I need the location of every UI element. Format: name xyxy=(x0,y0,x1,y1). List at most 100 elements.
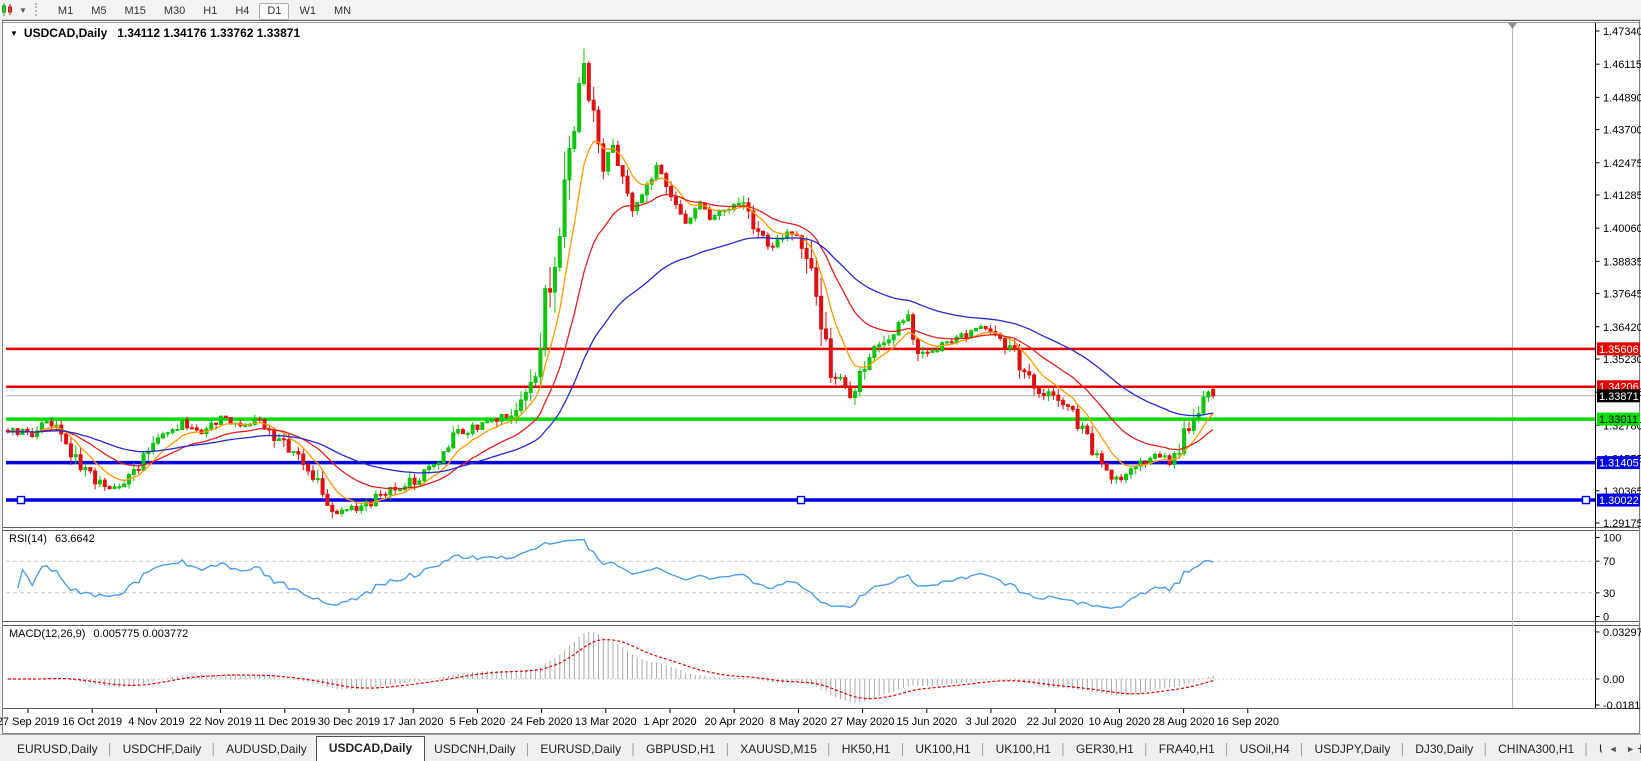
timeframe-button-M5[interactable]: M5 xyxy=(91,4,107,17)
chart-tab-USOil-H4[interactable]: USOil,H4 xyxy=(1239,742,1290,756)
candle-bull xyxy=(470,424,475,434)
level-selection-handle[interactable] xyxy=(1581,495,1591,505)
candle-bear xyxy=(68,443,73,458)
timeframe-button-MN[interactable]: MN xyxy=(333,4,352,17)
candle-bull xyxy=(543,288,548,349)
candle-bear xyxy=(1022,369,1027,373)
macd-axis-label: 0.032972 xyxy=(1603,627,1641,639)
candle-bear xyxy=(1090,433,1095,456)
candle-bull xyxy=(654,164,659,180)
candle-bull xyxy=(344,509,349,512)
candle-bear xyxy=(1012,345,1017,350)
candle-bull xyxy=(373,493,378,507)
candle-bull xyxy=(891,334,896,341)
chart-shift-marker-icon[interactable] xyxy=(1508,23,1517,29)
timeframe-button-M30[interactable]: M30 xyxy=(163,4,186,17)
candle-bull xyxy=(73,454,78,458)
timeframe-button-W1[interactable]: W1 xyxy=(299,4,316,17)
price-axis-label: 1.42475 xyxy=(1603,158,1641,170)
chart-tab-EURUSD-Daily[interactable]: EURUSD,Daily xyxy=(17,742,98,756)
candle-bull xyxy=(514,409,519,417)
chart-tab-XAUUSD-M15[interactable]: XAUUSD,M15 xyxy=(740,742,817,756)
chart-tool-dropdown-icon[interactable]: ▼ xyxy=(19,5,27,15)
candle-bear xyxy=(848,385,853,398)
candle-bear xyxy=(819,295,824,330)
candle-bull xyxy=(572,130,577,149)
chart-tab-USDCNH-Daily[interactable]: USDCNH,Daily xyxy=(434,742,516,756)
candle-bear xyxy=(1211,388,1216,397)
chart-tab-DJ30-Daily[interactable]: DJ30,Daily xyxy=(1415,742,1474,756)
chart-tab-GBPUSD-H1[interactable]: GBPUSD,H1 xyxy=(645,742,716,756)
chart-tab-USDCAD-Daily[interactable]: USDCAD,Daily xyxy=(315,736,426,761)
candle-bull xyxy=(499,413,504,422)
date-axis-label: 15 Jun 2020 xyxy=(897,716,958,728)
candle-bear xyxy=(673,196,678,205)
candle-bull xyxy=(422,469,427,482)
candle-bear xyxy=(761,230,766,236)
timeframe-button-D1[interactable]: D1 xyxy=(259,2,290,20)
chart-tab-AUDUSD-Daily[interactable]: AUDUSD,Daily xyxy=(226,742,307,756)
candle-bull xyxy=(775,239,780,248)
current-price-badge-label: 1.33871 xyxy=(1599,391,1639,403)
chart-tab-HK50-H1[interactable]: HK50,H1 xyxy=(841,742,891,756)
candle-bear xyxy=(378,493,383,496)
timeframe-button-M15[interactable]: M15 xyxy=(124,4,146,17)
candle-bull xyxy=(427,465,432,471)
candle-bear xyxy=(335,510,340,515)
chart-tab-EURUSD-Daily[interactable]: EURUSD,Daily xyxy=(540,742,622,756)
candle-bear xyxy=(88,467,93,472)
macd-axis-label: -0.018154 xyxy=(1603,700,1641,712)
chart-tab-USDCHF-Daily[interactable]: USDCHF,Daily xyxy=(122,742,202,756)
chart-tool-icon[interactable] xyxy=(0,2,17,17)
chart-tab-UK100-H1[interactable]: UK100,H1 xyxy=(915,742,971,756)
level-1.30022-badge-label: 1.30022 xyxy=(1599,495,1639,507)
timeframe-button-M1[interactable]: M1 xyxy=(57,4,74,17)
candle-bull xyxy=(480,422,485,430)
candle-bull xyxy=(315,478,320,481)
candle-bear xyxy=(296,451,301,455)
candle-bear xyxy=(843,377,848,387)
level-selection-handle[interactable] xyxy=(16,495,26,505)
candle-bull xyxy=(562,179,567,237)
chart-tab-CHINA300-H1[interactable]: CHINA300,H1 xyxy=(1498,742,1575,756)
chart-title: ▼ USDCAD,Daily 1.34112 1.34176 1.33762 1… xyxy=(10,26,300,40)
date-axis-label: 24 Feb 2020 xyxy=(511,716,573,728)
chart-title-collapse-icon[interactable]: ▼ xyxy=(10,29,18,38)
tab-scroll-right-icon[interactable]: ► xyxy=(1626,744,1635,754)
candle-bull xyxy=(160,433,165,439)
toolbar-grip-handle[interactable] xyxy=(34,3,41,16)
tab-separator: │ xyxy=(1399,744,1407,756)
timeframe-buttons: M1 M5 M15 M30 H1 H4 D1 W1 MN xyxy=(49,1,360,20)
candle-bear xyxy=(659,164,664,175)
timeframe-button-H4[interactable]: H4 xyxy=(235,4,250,17)
candle-bear xyxy=(475,424,480,430)
chart-tab-UK100-H1[interactable]: UK100,H1 xyxy=(995,742,1051,756)
candle-bull xyxy=(712,215,717,220)
timeframe-button-H1[interactable]: H1 xyxy=(203,4,218,17)
tab-separator: │ xyxy=(1583,744,1591,756)
chart-tab-USDJPY-Daily[interactable]: USDJPY,Daily xyxy=(1314,742,1391,756)
chart-tab-FRA40-H1[interactable]: FRA40,H1 xyxy=(1158,742,1215,756)
candle-bull xyxy=(1046,391,1051,397)
candle-bull xyxy=(640,194,645,203)
date-axis-label: 1 Apr 2020 xyxy=(643,716,696,728)
candle-bear xyxy=(194,427,199,431)
candle-bull xyxy=(407,477,412,488)
level-selection-handle[interactable] xyxy=(796,495,806,505)
candle-bear xyxy=(765,234,770,247)
candle-bear xyxy=(1104,463,1109,471)
tab-separator: │ xyxy=(210,744,218,756)
candle-bear xyxy=(1099,453,1104,465)
candle-bear xyxy=(1056,394,1061,401)
candle-bull xyxy=(853,391,857,398)
tab-scroll-left-icon[interactable]: ◄ xyxy=(1608,744,1618,754)
candle-bear xyxy=(833,376,838,379)
candle-bull xyxy=(1128,468,1133,475)
candle-bear xyxy=(185,419,190,429)
chart-tab-GER30-H1[interactable]: GER30,H1 xyxy=(1075,742,1134,756)
candle-bear xyxy=(325,493,330,506)
candle-bear xyxy=(1051,391,1056,396)
macd-values: 0.005775 0.003772 xyxy=(93,628,189,640)
level-1.31405-badge-label: 1.31405 xyxy=(1599,458,1639,470)
